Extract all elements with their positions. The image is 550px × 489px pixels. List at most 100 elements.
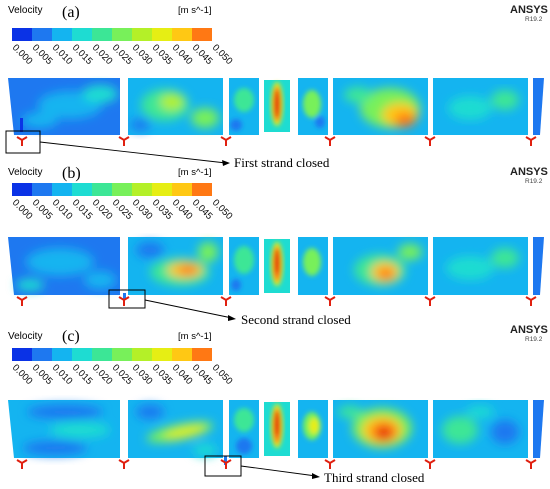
panel-a-tick-labels-4: 0.020 xyxy=(90,42,115,67)
panel-b-label: (b) xyxy=(62,165,81,182)
panel-a-tick-labels-8: 0.040 xyxy=(170,42,195,67)
panel-a-colorbar-segment-3 xyxy=(72,28,92,41)
panel-b-colorbar-segment-5 xyxy=(112,183,132,196)
panel-b-tick-labels-7: 0.035 xyxy=(150,197,175,222)
panel-a-colorbar-segment-7 xyxy=(152,28,172,41)
panel-b-strand-outlets-outlet-2 xyxy=(220,296,232,306)
panel-b-tick-labels-10: 0.050 xyxy=(210,197,235,222)
panel-c-colorbar-segment-3 xyxy=(72,348,92,361)
panel-b-strand-outlets-outlet-0 xyxy=(16,296,28,306)
panel-c-tick-labels-0: 0.000 xyxy=(10,362,35,387)
panel-a-tick-labels-5: 0.025 xyxy=(110,42,135,67)
panel-c-strand-outlets-outlet-0 xyxy=(16,459,28,469)
panel-c-colorbar-segment-7 xyxy=(152,348,172,361)
panel-a-tick-labels-2: 0.010 xyxy=(50,42,75,67)
panel-c-tick-labels-5: 0.025 xyxy=(110,362,135,387)
panel-a-strand-outlets-outlet-2 xyxy=(220,136,232,146)
panel-b-annotation: Second strand closed xyxy=(241,312,351,327)
panel-b-colorbar-segment-2 xyxy=(52,183,72,196)
panel-b-tick-labels-3: 0.015 xyxy=(70,197,95,222)
panel-c-tick-labels-10: 0.050 xyxy=(210,362,235,387)
panel-a-tick-labels-7: 0.035 xyxy=(150,42,175,67)
panel-b-tick-labels-2: 0.010 xyxy=(50,197,75,222)
panel-a-domain xyxy=(8,78,544,135)
panel-a-strand-outlets-outlet-4 xyxy=(424,136,436,146)
panel-b-strand-outlets-outlet-4 xyxy=(424,296,436,306)
panel-a-label: (a) xyxy=(62,4,80,21)
panel-b-colorbar-segment-8 xyxy=(172,183,192,196)
panel-b-colorbar-segment-3 xyxy=(72,183,92,196)
panel-b-legend-title: Velocity xyxy=(8,167,42,178)
panel-c-tick-labels-8: 0.040 xyxy=(170,362,195,387)
panel-c-strand-outlets-outlet-5 xyxy=(525,459,537,469)
panel-c-brand-name: ANSYS xyxy=(510,324,548,336)
panel-b-arrow-line xyxy=(144,299,233,319)
panel-c-tick-labels-9: 0.045 xyxy=(190,362,215,387)
panel-a-legend-title: Velocity xyxy=(8,5,42,16)
panel-b-arrow-head xyxy=(228,315,236,321)
panel-b-tick-labels-9: 0.045 xyxy=(190,197,215,222)
panel-b-strand-outlets-outlet-1 xyxy=(118,296,130,306)
panel-c-colorbar-segment-2 xyxy=(52,348,72,361)
panel-a-annotation: First strand closed xyxy=(234,155,330,170)
panel-b-tick-labels: 0.0000.0050.0100.0150.0200.0250.0300.035… xyxy=(10,197,235,222)
panel-c-tick-labels-6: 0.030 xyxy=(130,362,155,387)
panel-a-tick-labels-3: 0.015 xyxy=(70,42,95,67)
panel-b-legend-unit: [m s^-1] xyxy=(178,167,212,178)
panel-a-tick-labels-10: 0.050 xyxy=(210,42,235,67)
panel-a-arrow-line xyxy=(39,141,227,164)
panel-a-brand-version: R19.2 xyxy=(525,16,543,23)
panel-c-colorbar-segment-8 xyxy=(172,348,192,361)
panel-a-colorbar-segment-4 xyxy=(92,28,112,41)
panel-b-highlight-box xyxy=(108,289,146,309)
panel-c-strand-outlets-outlet-1 xyxy=(118,459,130,469)
panel-b-tick-labels-5: 0.025 xyxy=(110,197,135,222)
panel-c-strand-outlets xyxy=(16,459,537,469)
panel-c-legend-title: Velocity xyxy=(8,331,42,342)
panel-a-colorbar-segment-2 xyxy=(52,28,72,41)
panel-c-colorbar-segment-6 xyxy=(132,348,152,361)
panel-a-tick-labels-6: 0.030 xyxy=(130,42,155,67)
panel-a-colorbar-segment-5 xyxy=(112,28,132,41)
panel-c-tick-labels-3: 0.015 xyxy=(70,362,95,387)
panel-a: (a) Velocity [m s^-1] 0.0000.0050.0100.0… xyxy=(5,4,548,170)
panel-b-tick-labels-8: 0.040 xyxy=(170,197,195,222)
panel-b-tick-labels-0: 0.000 xyxy=(10,197,35,222)
panel-a-colorbar-segment-9 xyxy=(192,28,212,41)
panel-c-colorbar xyxy=(12,348,212,361)
panel-c-tick-labels-2: 0.010 xyxy=(50,362,75,387)
panel-c-brand-version: R19.2 xyxy=(525,336,543,343)
panel-c-legend-unit: [m s^-1] xyxy=(178,331,212,342)
panel-a-colorbar-segment-1 xyxy=(32,28,52,41)
panel-c-tick-labels-7: 0.035 xyxy=(150,362,175,387)
panel-a-colorbar xyxy=(12,28,212,41)
panel-c-tick-labels-1: 0.005 xyxy=(30,362,55,387)
panel-a-tick-labels: 0.0000.0050.0100.0150.0200.0250.0300.035… xyxy=(10,42,235,67)
panel-b-domain xyxy=(8,237,544,299)
panel-c-strand-outlets-outlet-3 xyxy=(324,459,336,469)
panel-b-brand-name: ANSYS xyxy=(510,166,548,178)
panel-b-colorbar-segment-1 xyxy=(32,183,52,196)
panel-a-strand-outlets-outlet-1 xyxy=(118,136,130,146)
panel-b-brand-version: R19.2 xyxy=(525,178,543,185)
panel-b-strand-outlets-outlet-5 xyxy=(525,296,537,306)
panel-a-strand-outlets-outlet-3 xyxy=(324,136,336,146)
panel-a-tick-labels-9: 0.045 xyxy=(190,42,215,67)
panel-a-arrow-head xyxy=(222,160,230,166)
panel-c-tick-labels: 0.0000.0050.0100.0150.0200.0250.0300.035… xyxy=(10,362,235,387)
panel-b-tick-labels-4: 0.020 xyxy=(90,197,115,222)
panel-a-strand-outlets-outlet-5 xyxy=(525,136,537,146)
panel-a-strand-outlets xyxy=(16,136,537,146)
panel-b-tick-labels-6: 0.030 xyxy=(130,197,155,222)
panel-b: (b) Velocity [m s^-1] 0.0000.0050.0100.0… xyxy=(8,165,548,327)
panel-a-strand-outlets-outlet-0 xyxy=(16,136,28,146)
panel-a-colorbar-segment-6 xyxy=(132,28,152,41)
panel-a-legend-unit: [m s^-1] xyxy=(178,5,212,16)
panel-b-strand-outlets-outlet-3 xyxy=(324,296,336,306)
panel-a-tick-labels-1: 0.005 xyxy=(30,42,55,67)
panel-b-colorbar xyxy=(12,183,212,196)
panel-c-arrow-line xyxy=(240,465,317,477)
panel-a-brand-name: ANSYS xyxy=(510,4,548,16)
panel-c-colorbar-segment-9 xyxy=(192,348,212,361)
